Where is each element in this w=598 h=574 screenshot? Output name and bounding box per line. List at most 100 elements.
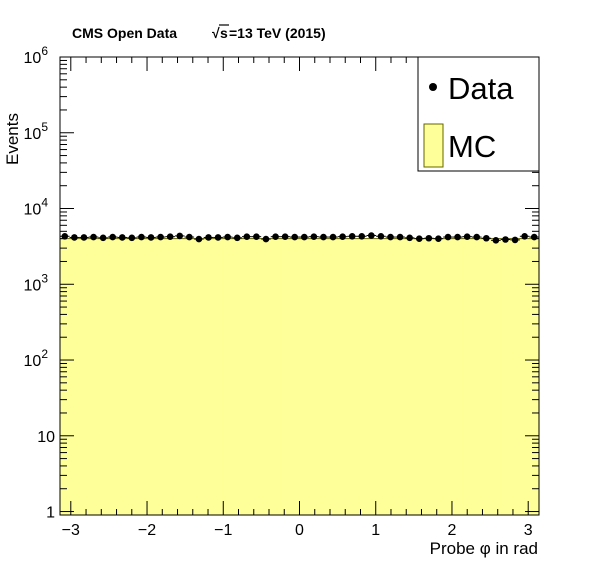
data-point [251,233,262,240]
mc-bar [519,238,530,515]
data-marker [166,233,174,240]
data-marker [348,232,356,240]
x-tick-label: 2 [448,522,457,539]
data-point [318,233,329,241]
data-point [462,233,472,240]
mc-bar [174,238,185,515]
energy-value: =13 TeV (2015) [229,25,326,41]
data-point [270,233,281,240]
mc-bar [270,238,281,515]
mc-bar [242,238,252,515]
data-point [289,233,300,241]
data-point [203,234,214,241]
x-tick-label: 1 [371,522,380,539]
data-marker [128,234,136,242]
data-marker [473,233,481,241]
data-point [337,233,348,240]
mc-bar [500,238,511,515]
data-point [491,237,501,244]
mc-bar [203,238,214,515]
data-point [107,233,118,241]
data-point [146,234,156,241]
data-marker [214,234,222,241]
mc-bar [98,238,109,515]
legend-mc-label: MC [448,129,496,164]
mc-bar [424,238,435,515]
mc-bar [376,238,387,515]
mc-bar [347,238,358,515]
data-point [261,235,271,243]
axes: −3 −2 −1 0 1 2 3 1 10 102 103 104 105 106 [24,44,539,539]
data-marker [435,235,442,242]
mc-bar [299,238,310,515]
data-marker [377,232,385,240]
data-marker [205,234,212,241]
data-marker [454,233,461,241]
data-marker [195,235,203,243]
mc-bar [510,238,521,515]
experiment-label: CMS Open Data [72,25,177,41]
data-point [222,233,233,241]
mc-bar [165,238,176,515]
mc-bar [146,238,157,515]
data-marker [233,234,241,242]
data-point [404,234,415,242]
data-point [519,232,530,240]
data-marker [444,233,452,241]
mc-bar [433,238,444,515]
data-point [174,232,185,240]
data-marker [71,234,78,241]
data-marker [358,232,366,240]
mc-bar [289,238,300,515]
mc-bar [194,238,205,515]
data-point [242,233,252,240]
data-marker [138,233,145,241]
data-marker [90,233,97,241]
data-point [471,233,482,241]
data-point [155,233,166,241]
data-point [98,234,108,242]
mc-bar [117,238,128,515]
mc-bar [251,238,262,515]
data-point [510,236,520,244]
x-tick-label: −1 [214,522,232,539]
x-axis-label: Probe φ in rad [430,539,538,558]
y-tick-label: 103 [24,271,49,294]
data-point [88,233,99,241]
mc-histogram [59,238,540,515]
data-marker [425,234,433,242]
mc-bar [155,238,166,515]
mc-bar [337,238,348,515]
mc-bar [69,238,80,515]
data-point [424,234,434,242]
y-tick-label: 104 [24,196,49,219]
data-marker [262,235,270,243]
data-point [347,232,357,240]
legend-data-label: Data [448,71,514,106]
mc-bar [385,238,396,515]
mc-bar [414,238,425,515]
mc-bar [88,238,99,515]
y-tick-label: 10 [37,429,55,446]
mc-bar [136,238,147,515]
data-point [385,233,396,241]
data-marker [147,234,155,241]
data-marker [253,233,260,240]
data-marker [80,234,88,241]
data-marker [272,233,279,240]
mc-bar [222,238,233,515]
mc-bar [481,238,492,515]
data-marker [157,233,164,241]
data-marker [243,233,251,240]
data-marker [530,233,538,241]
data-marker [329,233,337,241]
data-marker [511,236,519,244]
data-point [280,233,290,240]
data-point [309,233,319,240]
legend-data-marker [429,83,437,91]
data-point [481,234,492,242]
data-point [328,233,338,241]
data-point [500,236,511,243]
mc-bar [127,238,138,515]
